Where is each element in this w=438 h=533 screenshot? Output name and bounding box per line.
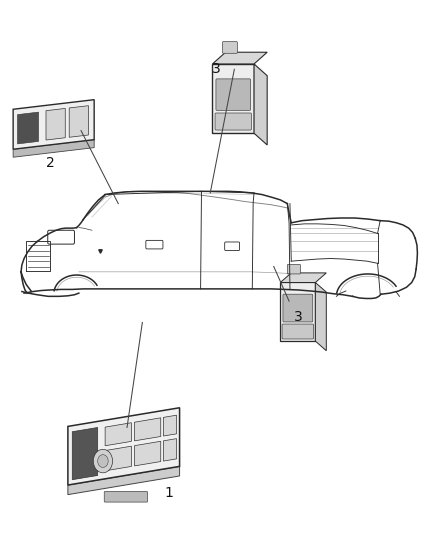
FancyBboxPatch shape <box>216 79 251 110</box>
Text: 2: 2 <box>46 156 55 169</box>
Text: 1: 1 <box>164 486 173 500</box>
Polygon shape <box>69 106 88 138</box>
FancyBboxPatch shape <box>282 324 314 339</box>
Text: 3: 3 <box>293 310 302 324</box>
Polygon shape <box>105 446 131 471</box>
Text: 3: 3 <box>212 62 221 76</box>
Polygon shape <box>105 423 131 446</box>
FancyBboxPatch shape <box>287 264 300 274</box>
Circle shape <box>98 455 108 467</box>
Polygon shape <box>18 112 39 144</box>
Polygon shape <box>280 273 326 282</box>
Polygon shape <box>212 64 254 133</box>
Polygon shape <box>13 140 94 157</box>
Polygon shape <box>212 52 267 64</box>
FancyBboxPatch shape <box>104 491 148 502</box>
Polygon shape <box>280 282 315 341</box>
Polygon shape <box>13 100 94 149</box>
Polygon shape <box>134 418 161 441</box>
Polygon shape <box>46 108 65 140</box>
Circle shape <box>93 449 113 473</box>
Polygon shape <box>134 441 161 466</box>
Polygon shape <box>315 282 326 351</box>
Polygon shape <box>254 64 267 145</box>
FancyBboxPatch shape <box>215 113 251 130</box>
Polygon shape <box>163 439 177 461</box>
Polygon shape <box>163 415 177 436</box>
Polygon shape <box>68 466 180 495</box>
Polygon shape <box>72 427 98 480</box>
FancyBboxPatch shape <box>223 42 237 53</box>
Polygon shape <box>68 408 180 485</box>
FancyBboxPatch shape <box>283 294 313 322</box>
